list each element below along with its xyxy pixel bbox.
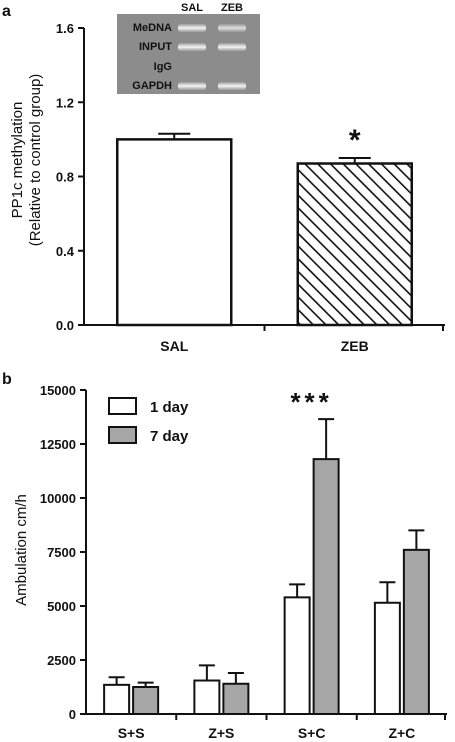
- panel-b-y-tick-label: 0: [69, 707, 76, 722]
- panel-b-label: b: [2, 371, 12, 388]
- panel-b-bar-7-day: [402, 548, 430, 716]
- panel-a-label: a: [2, 3, 11, 20]
- gel-inset: SAL ZEB MeDNA INPUT IgG GAPDH: [117, 2, 260, 94]
- panel-a-plot: 0.0 0.4 0.8 1.2 1.6 SAL ZEB *: [56, 21, 445, 354]
- panel-b-bar-1-day: [193, 679, 221, 716]
- panel-a-y-tick-label: 0.4: [56, 244, 75, 259]
- gel-col-sal: SAL: [181, 2, 203, 14]
- panel-b-y-tick-label: 7500: [47, 545, 76, 560]
- panel-b-y-tick-label: 2500: [47, 653, 76, 668]
- panel-b-bar-1-day: [373, 601, 401, 716]
- legend-swatch-1-day: [108, 397, 137, 415]
- gel-band: [218, 82, 246, 90]
- gel-col-zeb: ZEB: [221, 2, 243, 14]
- panel-b-y-tick-label: 12500: [40, 437, 76, 452]
- legend: 1 day 7 day: [108, 397, 189, 445]
- panel-a-y-tick-label: 0.8: [56, 170, 74, 185]
- legend-swatch-7-day: [108, 426, 137, 444]
- panel-a-bar-zeb: [296, 162, 413, 327]
- gel-band: [178, 24, 206, 32]
- panel-b-y-tick-label: 5000: [47, 599, 76, 614]
- panel-a-y-tick-label: 1.2: [56, 95, 74, 110]
- panel-b-significance: ***: [290, 387, 332, 417]
- panel-b-ylabel: Ambulation cm/h: [13, 494, 30, 606]
- gel-row-igg: IgG: [154, 61, 172, 73]
- panel-a-y-tick-label: 1.6: [56, 21, 74, 36]
- panel-b-category-label: S+S: [118, 725, 145, 741]
- gel-band: [178, 43, 206, 51]
- gel-row-medna: MeDNA: [133, 22, 172, 34]
- panel-b-category-label: Z+C: [388, 725, 415, 741]
- panel-b-category-label: Z+S: [208, 725, 234, 741]
- panel-b-bar-1-day: [103, 683, 131, 716]
- gel-row-gapdh: GAPDH: [132, 80, 172, 92]
- legend-label-1-day: 1 day: [150, 399, 189, 416]
- legend-label-7-day: 7 day: [150, 428, 189, 445]
- panel-a-category-label: SAL: [160, 338, 188, 354]
- panel-b-plot: 0 2500 5000 7500 10000 12500 15000 S+S Z+S S+C ***…: [40, 383, 447, 741]
- panel-a-bar-sal: [116, 138, 233, 327]
- gel-band: [218, 43, 246, 51]
- panel-b-category-label: S+C: [298, 725, 326, 741]
- panel-b-bar-7-day: [222, 682, 250, 716]
- panel-a-ylabel: PP1c methylation: [9, 102, 26, 219]
- panel-a-y-tick-label: 0.0: [56, 318, 74, 333]
- gel-band: [218, 24, 246, 32]
- panel-b-y-tick-label: 15000: [40, 383, 76, 398]
- gel-band: [178, 82, 206, 90]
- gel-row-input: INPUT: [139, 41, 172, 53]
- panel-a-category-label: ZEB: [341, 338, 369, 354]
- panel-b-bar-7-day: [312, 458, 340, 715]
- panel-a-ylabel-2: (Relative to control group): [27, 74, 44, 247]
- panel-b-bar-7-day: [132, 686, 160, 715]
- panel-a-significance: *: [349, 124, 361, 157]
- panel-b-bar-1-day: [283, 596, 311, 715]
- panel-b-y-tick-label: 10000: [40, 491, 76, 506]
